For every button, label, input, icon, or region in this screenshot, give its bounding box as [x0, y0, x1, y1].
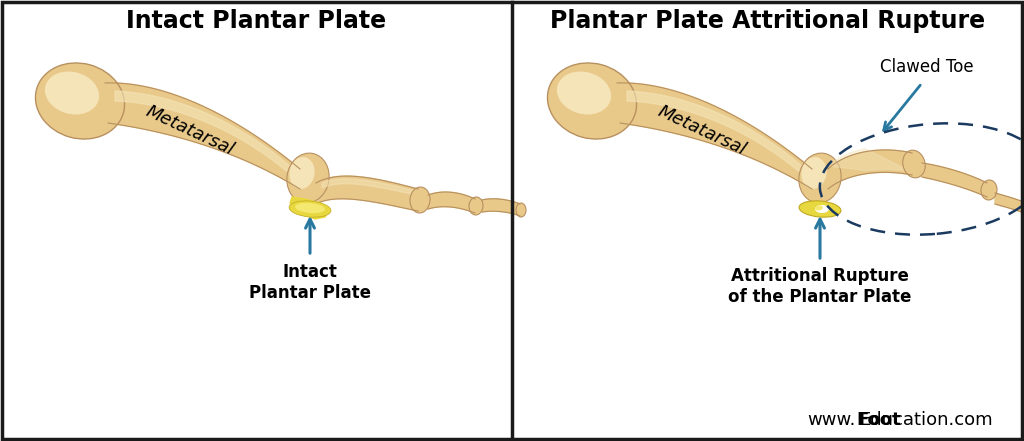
Text: Attritional Rupture
of the Plantar Plate: Attritional Rupture of the Plantar Plate: [728, 267, 911, 306]
Ellipse shape: [516, 203, 526, 217]
Ellipse shape: [45, 71, 99, 115]
Polygon shape: [316, 176, 418, 211]
Polygon shape: [828, 149, 912, 172]
Ellipse shape: [410, 187, 430, 213]
Polygon shape: [995, 193, 1024, 217]
Text: Intact Plantar Plate: Intact Plantar Plate: [126, 9, 386, 33]
Ellipse shape: [815, 206, 823, 210]
Ellipse shape: [289, 201, 331, 217]
Polygon shape: [828, 150, 912, 189]
Polygon shape: [290, 197, 330, 219]
Text: Plantar Plate Attritional Rupture: Plantar Plate Attritional Rupture: [551, 9, 985, 33]
Ellipse shape: [557, 71, 611, 115]
Ellipse shape: [36, 63, 125, 139]
Polygon shape: [617, 83, 812, 189]
Ellipse shape: [981, 180, 997, 200]
Ellipse shape: [802, 157, 826, 189]
Polygon shape: [428, 192, 475, 213]
Ellipse shape: [548, 63, 637, 139]
Polygon shape: [627, 91, 810, 181]
Ellipse shape: [799, 153, 841, 203]
Text: www.: www.: [808, 411, 856, 429]
Polygon shape: [922, 163, 987, 197]
Text: Metatarsal: Metatarsal: [143, 103, 237, 159]
Polygon shape: [322, 179, 416, 195]
Text: Intact
Plantar Plate: Intact Plantar Plate: [249, 263, 371, 302]
Polygon shape: [105, 83, 300, 189]
Ellipse shape: [295, 203, 325, 213]
Ellipse shape: [815, 205, 829, 213]
Text: Foot: Foot: [856, 411, 901, 429]
Text: Clawed Toe: Clawed Toe: [881, 58, 974, 76]
Ellipse shape: [287, 153, 329, 203]
Polygon shape: [482, 199, 520, 216]
Ellipse shape: [903, 150, 926, 178]
Ellipse shape: [799, 201, 841, 217]
Text: Education.com: Education.com: [859, 411, 993, 429]
Ellipse shape: [469, 197, 483, 215]
Polygon shape: [115, 91, 298, 181]
Ellipse shape: [290, 157, 314, 189]
Text: Metatarsal: Metatarsal: [655, 103, 749, 159]
